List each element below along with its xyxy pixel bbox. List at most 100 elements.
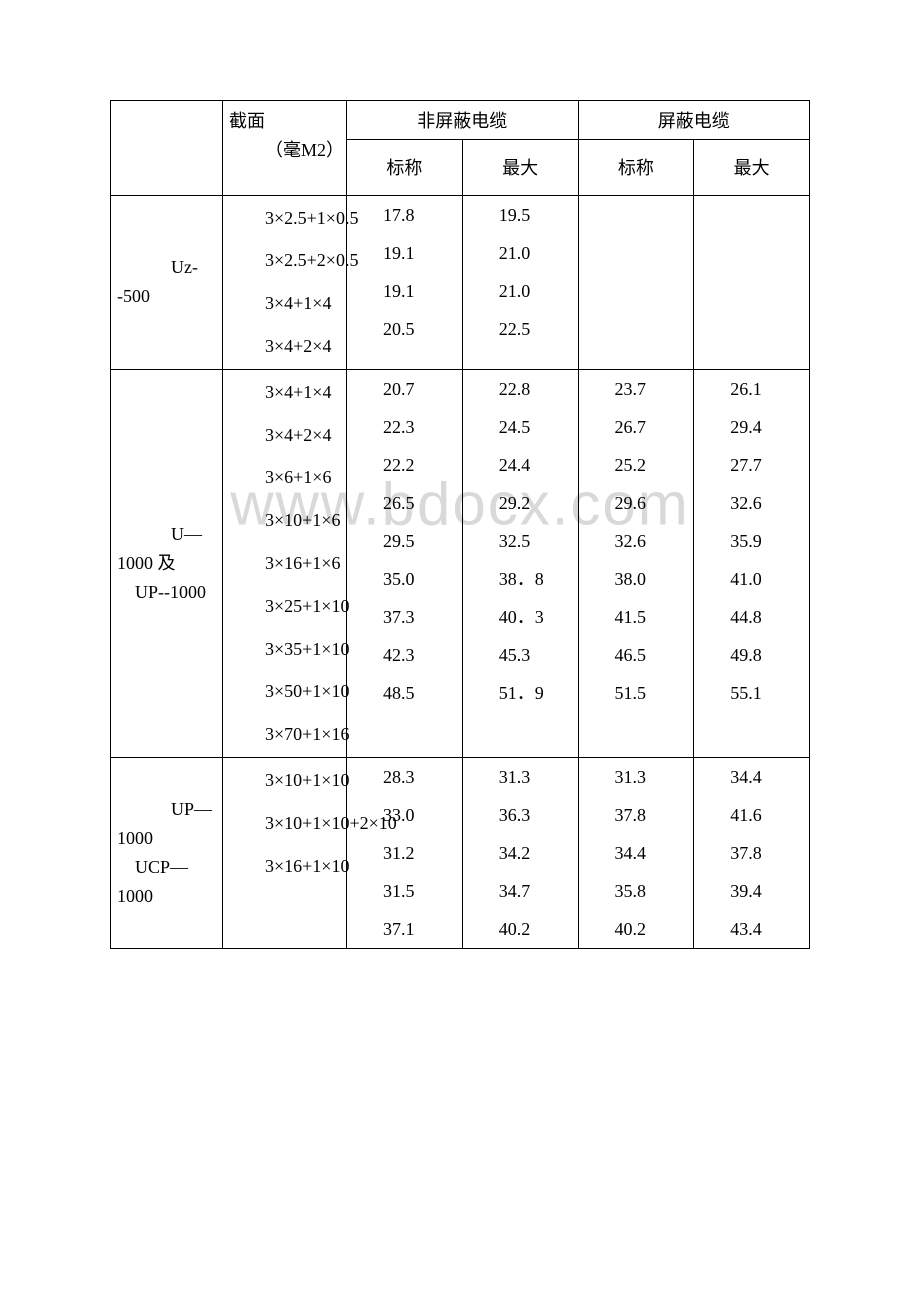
numeric-value: 49.8 bbox=[712, 646, 809, 664]
numeric-value: 37.1 bbox=[365, 920, 462, 938]
row-label: UP—1000 UCP—1000 bbox=[111, 757, 223, 948]
value-cell-unshielded_max: 31.3 36.3 34.2 34.7 40.2 bbox=[462, 757, 578, 948]
numeric-value: 32.5 bbox=[481, 532, 578, 550]
numeric-value: 24.5 bbox=[481, 418, 578, 436]
numeric-value: 20.5 bbox=[365, 320, 462, 338]
value-cell-unshielded_max: 22.8 24.5 24.4 29.2 32.5 38．8 40．3 45.3 51．9 bbox=[462, 369, 578, 757]
value-cell-unshielded_nom: 17.8 19.1 19.1 20.5 bbox=[347, 195, 463, 369]
numeric-value: 37.8 bbox=[712, 844, 809, 862]
table-row: UP—1000 UCP—10003×10+1×103×10+1×10+2×103… bbox=[111, 757, 810, 948]
numeric-value: 44.8 bbox=[712, 608, 809, 626]
spec-value: 3×25+1×10 bbox=[229, 592, 340, 621]
value-cell-shielded_max bbox=[694, 195, 810, 369]
value-cell-unshielded_nom: 20.722.322.226.529.535.037.342.348.5 bbox=[347, 369, 463, 757]
numeric-value: 29.6 bbox=[597, 494, 694, 512]
numeric-value: 34.2 bbox=[481, 844, 578, 862]
row-specs: 3×10+1×103×10+1×10+2×103×16+1×10 bbox=[223, 757, 347, 948]
sub-shielded-nom: 标称 bbox=[578, 140, 694, 195]
row-specs: 3×4+1×43×4+2×43×6+1×63×10+1×63×16+1×63×2… bbox=[223, 369, 347, 757]
header-shielded: 屏蔽电缆 bbox=[578, 101, 810, 140]
numeric-value: 17.8 bbox=[365, 206, 462, 224]
numeric-value: 39.4 bbox=[712, 882, 809, 900]
numeric-value: 51．9 bbox=[481, 684, 578, 702]
numeric-value: 48.5 bbox=[365, 684, 462, 702]
row-label: U—1000 及 UP--1000 bbox=[111, 369, 223, 757]
numeric-value: 31.5 bbox=[365, 882, 462, 900]
cable-spec-table: 截面 （毫M2） 非屏蔽电缆 屏蔽电缆 标称 最大 标称 最大 Uz--5003… bbox=[110, 100, 810, 949]
value-cell-shielded_nom bbox=[578, 195, 694, 369]
header-blank bbox=[111, 101, 223, 196]
numeric-value: 41.6 bbox=[712, 806, 809, 824]
numeric-value: 43.4 bbox=[712, 920, 809, 938]
numeric-value: 25.2 bbox=[597, 456, 694, 474]
numeric-value: 26.1 bbox=[712, 380, 809, 398]
numeric-value: 31.2 bbox=[365, 844, 462, 862]
numeric-value: 46.5 bbox=[597, 646, 694, 664]
numeric-value: 37.8 bbox=[597, 806, 694, 824]
numeric-value: 40.2 bbox=[481, 920, 578, 938]
numeric-value: 32.6 bbox=[712, 494, 809, 512]
sub-unshielded-nom: 标称 bbox=[347, 140, 463, 195]
spec-value: 3×10+1×10+2×10 bbox=[229, 809, 340, 838]
spec-value: 3×16+1×10 bbox=[229, 852, 340, 881]
numeric-value: 35.9 bbox=[712, 532, 809, 550]
numeric-value: 19.5 bbox=[481, 206, 578, 224]
numeric-value: 36.3 bbox=[481, 806, 578, 824]
value-cell-shielded_max: 26.1 29.4 27.7 32.6 35.9 41.0 44.8 49.8 55.1 bbox=[694, 369, 810, 757]
numeric-value: 38.0 bbox=[597, 570, 694, 588]
value-cell-shielded_nom: 31.337.834.435.840.2 bbox=[578, 757, 694, 948]
numeric-value: 45.3 bbox=[481, 646, 578, 664]
spec-value: 3×50+1×10 bbox=[229, 677, 340, 706]
numeric-value: 40．3 bbox=[481, 608, 578, 626]
numeric-value: 22.8 bbox=[481, 380, 578, 398]
numeric-value: 26.7 bbox=[597, 418, 694, 436]
numeric-value: 38．8 bbox=[481, 570, 578, 588]
numeric-value: 22.3 bbox=[365, 418, 462, 436]
sub-unshielded-max: 最大 bbox=[462, 140, 578, 195]
spec-value: 3×70+1×16 bbox=[229, 720, 340, 749]
table-header-row: 截面 （毫M2） 非屏蔽电缆 屏蔽电缆 bbox=[111, 101, 810, 140]
numeric-value: 55.1 bbox=[712, 684, 809, 702]
numeric-value: 31.3 bbox=[597, 768, 694, 786]
numeric-value: 29.5 bbox=[365, 532, 462, 550]
document-page: www.bdocx.com 截面 （毫M2） 非屏蔽电缆 屏蔽电缆 标称 最大 … bbox=[0, 0, 920, 1009]
value-cell-shielded_max: 34.4 41.6 37.8 39.4 43.4 bbox=[694, 757, 810, 948]
numeric-value: 19.1 bbox=[365, 282, 462, 300]
spec-value: 3×2.5+1×0.5 bbox=[229, 204, 340, 233]
numeric-value: 19.1 bbox=[365, 244, 462, 262]
spec-value: 3×16+1×6 bbox=[229, 549, 340, 578]
table-row: U—1000 及 UP--10003×4+1×4 3×4+2×4 3×6+1×6 3×… bbox=[111, 369, 810, 757]
value-cell-unshielded_nom: 28.333.031.231.537.1 bbox=[347, 757, 463, 948]
numeric-value: 34.7 bbox=[481, 882, 578, 900]
cross-section-unit: （毫M2） bbox=[229, 136, 340, 165]
numeric-value: 37.3 bbox=[365, 608, 462, 626]
spec-value: 3×35+1×10 bbox=[229, 635, 340, 664]
numeric-value: 34.4 bbox=[597, 844, 694, 862]
spec-value: 3×4+1×4 bbox=[229, 289, 340, 318]
numeric-value: 29.4 bbox=[712, 418, 809, 436]
numeric-value: 24.4 bbox=[481, 456, 578, 474]
numeric-value: 32.6 bbox=[597, 532, 694, 550]
spec-value: 3×4+1×4 bbox=[229, 378, 340, 407]
numeric-value: 20.7 bbox=[365, 380, 462, 398]
row-label: Uz--500 bbox=[111, 195, 223, 369]
numeric-value: 21.0 bbox=[481, 244, 578, 262]
numeric-value: 31.3 bbox=[481, 768, 578, 786]
numeric-value: 22.5 bbox=[481, 320, 578, 338]
numeric-value: 27.7 bbox=[712, 456, 809, 474]
value-cell-shielded_nom: 23.726.725.229.632.638.041.546.551.5 bbox=[578, 369, 694, 757]
spec-value: 3×4+2×4 bbox=[229, 332, 340, 361]
numeric-value: 41.5 bbox=[597, 608, 694, 626]
numeric-value: 41.0 bbox=[712, 570, 809, 588]
spec-value: 3×6+1×6 bbox=[229, 463, 340, 492]
numeric-value: 22.2 bbox=[365, 456, 462, 474]
table-body: Uz--5003×2.5+1×0.53×2.5+2×0.53×4+1×43×4+… bbox=[111, 195, 810, 948]
value-cell-unshielded_max: 19.521.021.022.5 bbox=[462, 195, 578, 369]
numeric-value: 29.2 bbox=[481, 494, 578, 512]
header-unshielded: 非屏蔽电缆 bbox=[347, 101, 579, 140]
numeric-value: 35.0 bbox=[365, 570, 462, 588]
numeric-value: 42.3 bbox=[365, 646, 462, 664]
numeric-value: 34.4 bbox=[712, 768, 809, 786]
spec-value: 3×4+2×4 bbox=[229, 421, 340, 450]
row-specs: 3×2.5+1×0.53×2.5+2×0.53×4+1×43×4+2×4 bbox=[223, 195, 347, 369]
